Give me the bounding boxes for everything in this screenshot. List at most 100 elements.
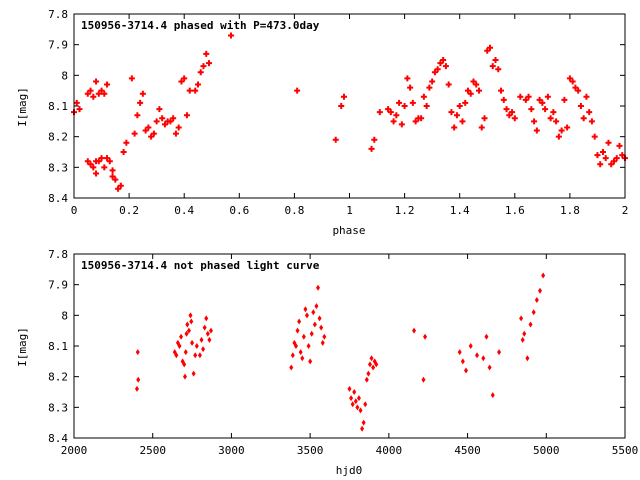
y-tick-label: 8.1 xyxy=(48,340,68,353)
x-tick-label: 1.8 xyxy=(560,204,580,217)
data-point xyxy=(440,57,447,63)
y-tick-label: 8.4 xyxy=(48,192,68,205)
plot-frame xyxy=(73,13,626,199)
data-point xyxy=(137,99,144,106)
data-point xyxy=(205,60,212,67)
data-point xyxy=(423,103,430,109)
data-point xyxy=(355,404,360,411)
data-point xyxy=(376,109,383,116)
data-point xyxy=(490,392,495,399)
data-point xyxy=(520,336,525,343)
data-point xyxy=(460,358,465,365)
data-point xyxy=(492,57,499,63)
data-point xyxy=(591,133,598,140)
data-point xyxy=(541,272,546,279)
data-point xyxy=(192,87,199,94)
data-point xyxy=(203,50,210,57)
data-point xyxy=(522,96,529,103)
data-point xyxy=(148,133,155,140)
x-axis-title: hjd0 xyxy=(336,464,363,477)
data-point xyxy=(101,90,108,97)
data-point xyxy=(473,81,480,88)
data-point xyxy=(208,327,213,334)
data-point xyxy=(580,115,587,122)
x-tick-label: 1 xyxy=(346,204,353,217)
data-point xyxy=(293,343,298,349)
data-point xyxy=(597,161,604,168)
data-point xyxy=(500,96,507,103)
data-point xyxy=(544,93,551,100)
data-point xyxy=(312,321,317,328)
data-point xyxy=(112,176,119,183)
data-point xyxy=(528,106,535,113)
data-point xyxy=(517,93,524,100)
data-point xyxy=(566,75,573,82)
data-point xyxy=(179,333,184,340)
data-point xyxy=(353,398,358,405)
data-point xyxy=(347,385,352,392)
data-point xyxy=(511,115,518,122)
data-point xyxy=(186,87,193,94)
data-point xyxy=(188,312,193,319)
chart-title: 150956-3714.4 not phased light curve xyxy=(81,259,320,272)
data-point xyxy=(308,358,313,365)
data-point xyxy=(445,81,452,88)
data-point xyxy=(90,93,97,100)
data-point xyxy=(190,339,195,346)
data-point xyxy=(371,136,378,143)
data-point xyxy=(531,118,538,125)
x-axis-title: phase xyxy=(332,224,365,237)
data-point xyxy=(542,106,549,113)
data-point xyxy=(182,361,187,368)
data-point xyxy=(367,361,372,368)
data-point xyxy=(175,124,182,131)
data-point xyxy=(498,87,505,94)
data-point xyxy=(350,401,355,408)
data-point xyxy=(204,315,209,322)
data-point xyxy=(115,185,122,192)
data-point xyxy=(401,103,408,109)
data-point xyxy=(525,355,530,362)
data-point xyxy=(194,81,201,88)
axis-ticks: 2000 2500 3000 3500 4000 4500 5000 5500 7.8 7.9 8 8… xyxy=(48,248,638,457)
data-point xyxy=(199,336,204,343)
data-point xyxy=(599,149,606,155)
data-point xyxy=(437,60,444,67)
data-point xyxy=(197,69,204,76)
data-point xyxy=(387,109,394,116)
data-point xyxy=(356,395,361,402)
x-tick-label: 1.4 xyxy=(450,204,470,217)
y-tick-label: 7.8 xyxy=(48,248,68,261)
data-point xyxy=(142,127,149,134)
x-tick-label: 2 xyxy=(622,204,629,217)
data-point xyxy=(150,130,157,137)
data-point xyxy=(487,364,492,371)
data-point xyxy=(322,333,327,340)
data-point xyxy=(481,355,486,362)
data-point xyxy=(191,370,196,377)
data-point xyxy=(289,364,294,371)
data-point xyxy=(131,130,138,137)
data-point xyxy=(93,78,100,85)
data-point xyxy=(301,333,306,340)
data-point xyxy=(456,103,463,109)
data-point xyxy=(464,87,471,94)
data-point xyxy=(228,32,235,39)
data-point xyxy=(170,115,177,122)
data-point xyxy=(159,115,166,122)
data-point xyxy=(484,47,491,54)
data-point xyxy=(120,149,127,155)
data-point xyxy=(300,355,305,362)
data-point xyxy=(349,395,354,402)
data-point xyxy=(390,118,397,125)
data-point xyxy=(183,349,188,356)
data-point xyxy=(487,44,494,51)
data-point xyxy=(467,90,474,97)
data-point xyxy=(104,155,111,162)
data-point xyxy=(172,130,179,137)
data-point xyxy=(484,333,489,340)
data-point xyxy=(583,93,590,100)
data-point xyxy=(183,112,190,119)
data-point xyxy=(366,370,371,377)
